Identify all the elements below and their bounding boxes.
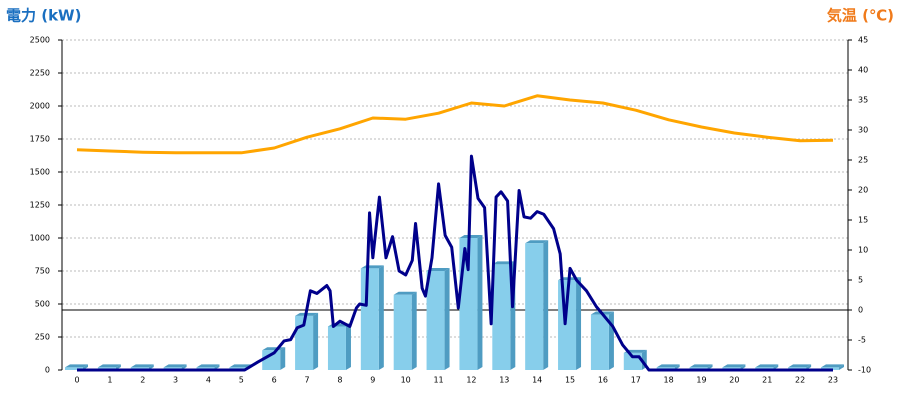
bar-side bbox=[444, 268, 450, 370]
x-tick-label: 11 bbox=[433, 376, 443, 385]
x-tick-label: 3 bbox=[173, 376, 178, 385]
y2-tick-label: 25 bbox=[858, 156, 868, 165]
bar-top bbox=[163, 364, 187, 368]
bar-side bbox=[608, 311, 614, 370]
y-tick-label: 250 bbox=[35, 333, 50, 342]
x-tick-label: 18 bbox=[664, 376, 674, 385]
bar-top bbox=[97, 364, 121, 368]
y2-tick-label: 20 bbox=[858, 186, 868, 195]
y-tick-label: 750 bbox=[35, 267, 50, 276]
bar-top bbox=[426, 268, 450, 271]
bar-top bbox=[459, 235, 483, 238]
bar bbox=[393, 294, 412, 370]
bar-top bbox=[65, 364, 88, 368]
x-tick-label: 1 bbox=[107, 376, 112, 385]
x-tick-label: 2 bbox=[140, 376, 145, 385]
bar bbox=[360, 268, 379, 370]
y-tick-label: 1500 bbox=[30, 168, 50, 177]
x-tick-label: 20 bbox=[729, 376, 739, 385]
y2-tick-label: 30 bbox=[858, 126, 868, 135]
x-tick-label: 5 bbox=[239, 376, 244, 385]
bar-side bbox=[313, 312, 319, 370]
y-tick-label: 1000 bbox=[30, 234, 50, 243]
x-tick-label: 14 bbox=[532, 376, 542, 385]
x-tick-label: 8 bbox=[337, 376, 342, 385]
bar bbox=[327, 326, 346, 370]
bar-side bbox=[411, 291, 417, 370]
y2-tick-label: 15 bbox=[858, 216, 868, 225]
y-tick-label: 500 bbox=[35, 300, 50, 309]
bar-side bbox=[280, 347, 286, 370]
bar-side bbox=[378, 265, 384, 370]
y2-tick-label: 45 bbox=[858, 36, 868, 45]
bar-top bbox=[130, 364, 154, 368]
y-tick-label: 2500 bbox=[30, 36, 50, 45]
y2-tick-label: 40 bbox=[858, 66, 868, 75]
right-axis-title: 気温 (℃) bbox=[827, 7, 894, 25]
x-tick-label: 17 bbox=[631, 376, 641, 385]
bar bbox=[65, 367, 83, 370]
bar-top bbox=[229, 364, 253, 368]
bar-top bbox=[196, 364, 220, 368]
bar bbox=[525, 243, 544, 370]
x-tick-label: 10 bbox=[401, 376, 411, 385]
bar bbox=[295, 315, 314, 370]
bar-top bbox=[525, 240, 549, 244]
bar-top bbox=[393, 291, 417, 295]
y2-tick-label: 35 bbox=[858, 96, 868, 105]
y2-tick-label: 10 bbox=[858, 246, 868, 255]
x-tick-label: 16 bbox=[598, 376, 608, 385]
y-tick-label: 0 bbox=[45, 366, 50, 375]
y-tick-label: 1750 bbox=[30, 135, 50, 144]
bar-top bbox=[656, 364, 680, 368]
x-tick-label: 9 bbox=[370, 376, 375, 385]
x-tick-label: 4 bbox=[206, 376, 211, 385]
bar-side bbox=[839, 364, 844, 370]
y-tick-label: 2250 bbox=[30, 69, 50, 78]
bar-side bbox=[477, 235, 483, 370]
x-tick-label: 12 bbox=[466, 376, 476, 385]
line bbox=[77, 154, 833, 372]
bar bbox=[590, 314, 609, 370]
bar-top bbox=[689, 364, 713, 368]
bar-side bbox=[543, 240, 549, 370]
bar bbox=[459, 238, 478, 370]
y2-tick-label: 0 bbox=[858, 306, 863, 315]
x-tick-label: 21 bbox=[762, 376, 772, 385]
x-tick-label: 7 bbox=[305, 376, 310, 385]
bar-top bbox=[788, 364, 812, 368]
bar-top bbox=[755, 364, 779, 368]
bar bbox=[492, 264, 511, 370]
left-axis-title: 電力 (kW) bbox=[6, 7, 81, 25]
y-tick-label: 2000 bbox=[30, 102, 50, 111]
line bbox=[76, 94, 834, 155]
bar-top bbox=[821, 364, 844, 368]
x-tick-label: 19 bbox=[696, 376, 706, 385]
bar bbox=[262, 350, 281, 370]
y2-tick-label: -5 bbox=[858, 336, 866, 345]
x-tick-label: 13 bbox=[499, 376, 509, 385]
bar-top bbox=[722, 364, 746, 368]
x-tick-label: 15 bbox=[565, 376, 575, 385]
y-tick-label: 1250 bbox=[30, 201, 50, 210]
bar-side bbox=[576, 277, 582, 370]
x-tick-label: 0 bbox=[74, 376, 79, 385]
x-tick-label: 23 bbox=[828, 376, 838, 385]
y2-tick-label: -10 bbox=[858, 366, 871, 375]
y2-tick-label: 5 bbox=[858, 276, 863, 285]
x-tick-label: 6 bbox=[272, 376, 277, 385]
bar-side bbox=[345, 323, 351, 370]
bar bbox=[426, 271, 445, 370]
x-tick-label: 22 bbox=[795, 376, 805, 385]
